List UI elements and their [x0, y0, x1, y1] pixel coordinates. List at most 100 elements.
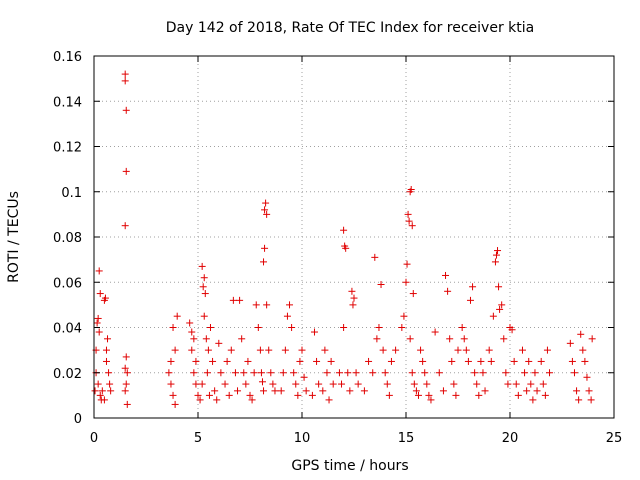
data-point	[539, 380, 547, 388]
data-point	[354, 380, 362, 388]
data-point	[541, 391, 549, 399]
data-point	[417, 346, 425, 354]
data-point	[201, 290, 209, 298]
data-point	[313, 357, 321, 365]
data-point	[537, 357, 545, 365]
y-tick-label: 0.14	[53, 95, 82, 110]
data-point	[462, 346, 470, 354]
data-point	[435, 369, 443, 377]
data-point	[329, 380, 337, 388]
data-point	[95, 328, 103, 336]
data-point	[250, 369, 258, 377]
data-point	[338, 380, 346, 388]
data-point	[227, 346, 235, 354]
data-point	[206, 324, 214, 331]
data-point	[568, 357, 576, 365]
x-tick-label: 5	[194, 431, 202, 446]
data-point	[96, 391, 104, 399]
data-point	[518, 346, 526, 354]
data-point	[585, 387, 593, 395]
data-point	[122, 106, 130, 114]
data-point	[485, 346, 493, 354]
data-point	[566, 339, 574, 347]
x-axis-label: GPS time / hours	[291, 458, 408, 474]
x-tick-label: 15	[398, 431, 415, 446]
data-point	[290, 369, 298, 377]
data-point	[385, 391, 393, 399]
data-point	[408, 369, 416, 377]
data-point	[171, 400, 179, 408]
data-point	[403, 260, 411, 268]
data-point	[202, 335, 210, 343]
data-point	[279, 369, 287, 377]
data-point	[265, 346, 273, 354]
data-point	[410, 380, 418, 388]
data-point	[412, 387, 420, 395]
data-point	[473, 380, 481, 388]
data-point	[543, 346, 551, 354]
data-point	[188, 346, 196, 354]
data-point	[215, 339, 223, 347]
data-point	[323, 369, 331, 377]
data-point	[371, 253, 379, 261]
data-point	[469, 283, 477, 291]
data-point	[188, 328, 196, 336]
data-point	[383, 380, 391, 388]
data-point	[236, 296, 244, 304]
data-point	[190, 369, 198, 377]
data-point	[587, 396, 595, 404]
data-point	[238, 335, 246, 343]
data-point	[583, 373, 591, 381]
data-point	[570, 369, 578, 377]
data-point	[407, 185, 415, 193]
y-axis-label: ROTI / TECUs	[6, 191, 22, 283]
data-point	[502, 369, 510, 377]
data-point	[101, 294, 109, 302]
data-point	[169, 391, 177, 399]
data-point	[310, 328, 318, 336]
data-point	[93, 319, 101, 327]
data-point	[405, 217, 413, 225]
data-point	[475, 391, 483, 399]
data-point	[377, 281, 385, 289]
grid-lines	[94, 56, 614, 418]
data-point	[217, 369, 225, 377]
data-point	[494, 247, 502, 255]
data-point	[458, 324, 466, 331]
data-point	[523, 387, 531, 395]
data-point	[106, 380, 114, 388]
data-point	[302, 387, 310, 395]
data-point	[431, 328, 439, 336]
data-point	[292, 380, 300, 388]
data-point	[262, 199, 270, 207]
data-point	[521, 369, 529, 377]
data-point	[261, 206, 269, 214]
data-point	[421, 369, 429, 377]
data-point	[246, 391, 254, 399]
data-point	[464, 357, 472, 365]
data-point	[248, 396, 256, 404]
data-point	[481, 387, 489, 395]
data-point	[209, 357, 217, 365]
y-tick-labels: 0 0.02 0.04 0.06 0.08 0.1 0.12 0.14 0.16	[53, 50, 82, 427]
data-point	[491, 258, 499, 266]
data-point	[294, 391, 302, 399]
data-point	[444, 287, 452, 295]
data-point	[254, 324, 262, 331]
data-point	[512, 380, 520, 388]
data-point	[199, 283, 207, 291]
data-point	[94, 314, 102, 322]
data-point	[409, 290, 417, 298]
data-point	[269, 380, 277, 388]
data-point	[190, 335, 198, 343]
data-point	[221, 380, 229, 388]
data-point	[121, 364, 129, 372]
data-point	[315, 380, 323, 388]
data-point	[504, 380, 512, 388]
data-point	[514, 391, 522, 399]
data-point	[495, 283, 503, 291]
data-point	[94, 380, 102, 388]
data-point	[344, 369, 352, 377]
data-point	[466, 296, 474, 304]
data-point	[349, 301, 357, 309]
